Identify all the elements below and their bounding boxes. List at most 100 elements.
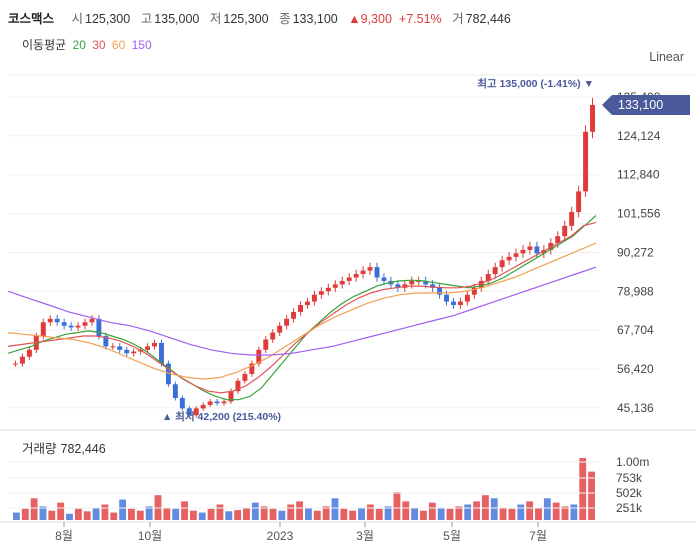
volume-bar xyxy=(189,510,197,520)
candle-body xyxy=(124,349,130,354)
candle-body xyxy=(423,280,429,285)
candle-body xyxy=(179,398,185,409)
candle-body xyxy=(256,349,262,364)
volume-bar xyxy=(588,471,595,520)
candle-body xyxy=(360,270,366,275)
volume-bar xyxy=(375,508,383,520)
candle-body xyxy=(457,301,463,306)
candle-body xyxy=(270,332,276,340)
quote-header: 코스맥스 시 125,300 고 135,000 저 125,300 종 133,100… xyxy=(8,8,518,27)
candle-body xyxy=(444,294,449,302)
candle-body xyxy=(186,408,192,416)
candle-body xyxy=(235,380,241,392)
candle-body xyxy=(152,342,157,347)
volume-bar xyxy=(428,502,436,520)
volume-bar xyxy=(446,508,454,520)
volume-bar xyxy=(535,507,542,520)
volume-bar xyxy=(30,498,38,520)
volume-bar xyxy=(66,513,73,520)
low-annotation: ▲ 최저 42,200 (215.40%) xyxy=(162,410,281,423)
volume-bar xyxy=(145,506,153,520)
y-tick-label: 112,840 xyxy=(617,168,660,182)
candle-body xyxy=(590,104,595,132)
candle-body xyxy=(409,280,415,285)
volume-bar xyxy=(349,510,357,520)
candle-body xyxy=(277,325,283,333)
candle-body xyxy=(19,356,25,364)
volume-bar xyxy=(340,508,348,520)
volume-bar xyxy=(570,504,578,520)
ma-legend-title: 이동평균 xyxy=(22,38,67,52)
volume-bar xyxy=(366,504,374,520)
volume-bar xyxy=(543,498,551,520)
volume-bar xyxy=(473,501,480,520)
volume-bar xyxy=(110,512,118,520)
ma60-line xyxy=(7,242,597,380)
x-tick-label: 10월 xyxy=(138,529,162,543)
volume-tick-label: 1.00m xyxy=(616,455,649,469)
volume-tick-label: 251k xyxy=(616,501,643,515)
high-value: 135,000 xyxy=(154,12,200,26)
volume-panel-label: 거래량 782,446 xyxy=(22,438,106,457)
candle-body xyxy=(26,349,32,357)
ma20-legend: 20 xyxy=(72,38,86,52)
volume-bar xyxy=(225,511,233,520)
candle-body xyxy=(263,339,269,350)
candle-body xyxy=(89,318,95,323)
candle-body xyxy=(576,191,582,213)
volume-bar xyxy=(508,508,516,520)
volume-bar xyxy=(561,506,569,520)
y-tick-label: 124,124 xyxy=(617,129,661,143)
y-tick-label: 45,136 xyxy=(617,401,654,415)
candle-body xyxy=(110,346,116,348)
open-label: 시 xyxy=(71,12,84,26)
volume-bar xyxy=(39,506,47,520)
candle-body xyxy=(492,267,498,275)
volume-tick-label: 502k xyxy=(616,486,643,500)
volume-bar xyxy=(393,492,401,520)
candle-body xyxy=(374,267,380,278)
volume-tick-label: 753k xyxy=(616,471,643,485)
candle-body xyxy=(395,284,401,288)
candle-body xyxy=(305,301,310,306)
volume-bar xyxy=(207,508,215,520)
candle-body xyxy=(75,325,81,328)
volume-bar xyxy=(313,510,321,520)
candle-body xyxy=(40,322,46,337)
y-tick-label: 67,704 xyxy=(617,323,654,337)
candle-body xyxy=(145,346,151,350)
candle-body xyxy=(291,311,297,319)
volume-bar xyxy=(198,512,206,520)
candle-body xyxy=(298,305,303,312)
candle-body xyxy=(228,391,234,402)
current-price-label: 133,100 xyxy=(618,98,663,112)
candle-body xyxy=(430,284,436,288)
volume-bar xyxy=(13,512,20,520)
volume-value: 782,446 xyxy=(465,12,511,26)
candle-body xyxy=(478,280,484,288)
y-tick-label: 78,988 xyxy=(617,284,654,298)
candle-body xyxy=(451,301,456,306)
volume-bar xyxy=(499,507,507,520)
scale-mode-toggle[interactable]: Linear xyxy=(649,50,684,64)
volume-bar xyxy=(216,504,224,520)
close-label: 종 xyxy=(279,12,291,26)
volume-bar xyxy=(57,502,65,520)
volume-bar xyxy=(402,501,410,520)
candle-body xyxy=(221,401,227,404)
y-tick-label: 101,556 xyxy=(617,207,661,221)
x-tick-label: 2023 xyxy=(267,529,294,543)
candle-body xyxy=(562,225,568,237)
candle-body xyxy=(242,373,248,381)
candle-body xyxy=(464,294,470,302)
candle-body xyxy=(103,336,109,347)
candle-body xyxy=(82,322,88,326)
x-tick-label: 8월 xyxy=(55,529,73,543)
candle-body xyxy=(172,384,178,399)
volume-bar xyxy=(269,508,277,520)
volume-bar xyxy=(455,506,463,520)
volume-bar xyxy=(92,507,100,520)
volume-bar xyxy=(526,501,534,520)
candle-body xyxy=(416,280,422,282)
